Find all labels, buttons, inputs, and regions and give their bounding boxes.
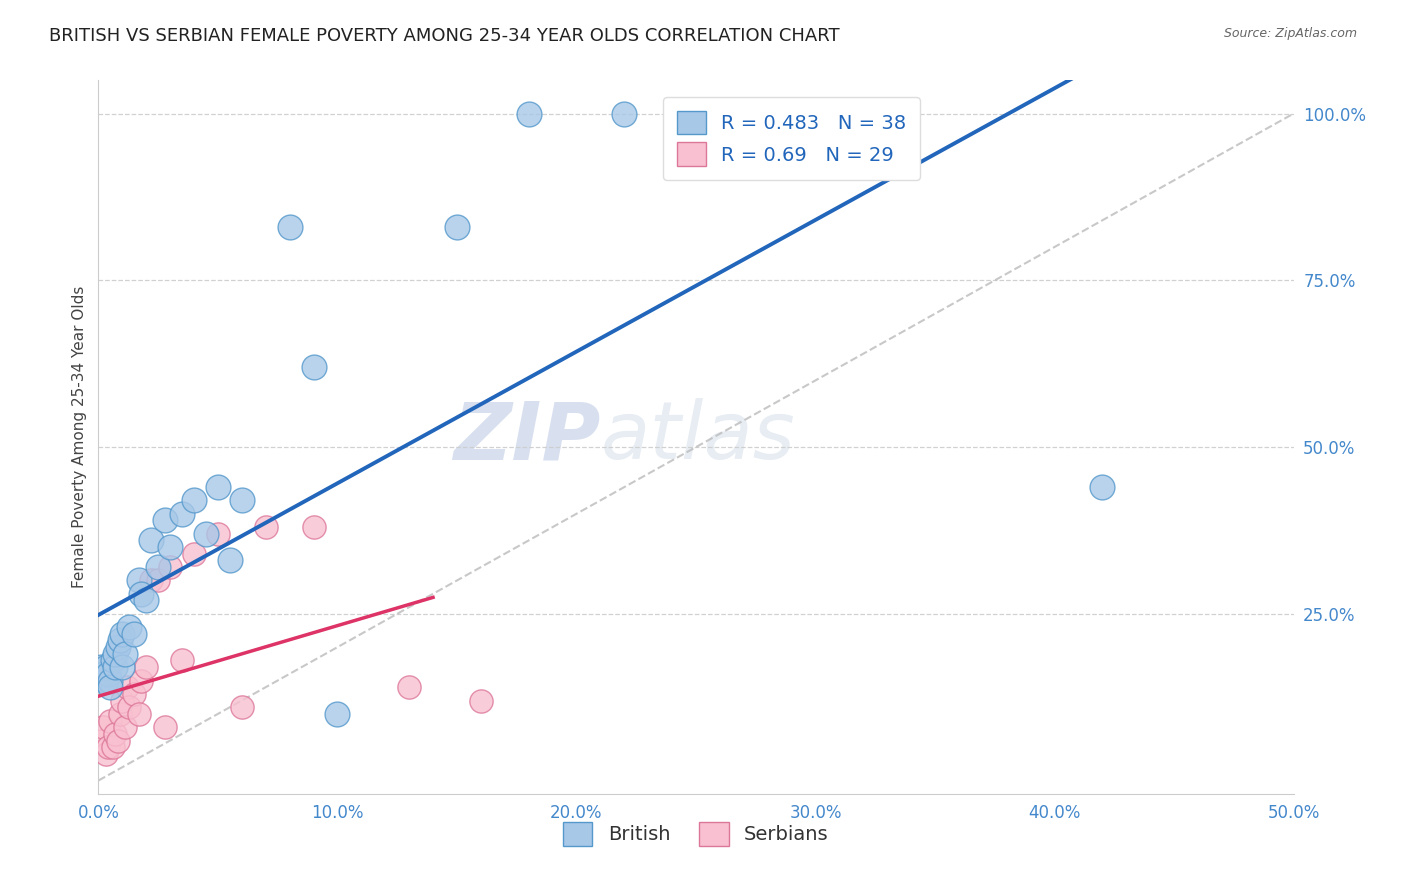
Point	[231, 700, 253, 714]
Point	[94, 747, 117, 761]
Point	[98, 673, 122, 688]
Point	[159, 540, 181, 554]
Point	[148, 560, 170, 574]
Point	[517, 106, 540, 120]
Point	[207, 480, 229, 494]
Point	[97, 666, 120, 681]
Point	[398, 680, 420, 694]
Point	[756, 106, 779, 120]
Point	[101, 740, 124, 755]
Text: ZIP: ZIP	[453, 398, 600, 476]
Point	[131, 673, 153, 688]
Point	[124, 627, 146, 641]
Point	[98, 714, 122, 728]
Point	[159, 560, 181, 574]
Point	[148, 574, 170, 588]
Point	[139, 574, 162, 588]
Point	[446, 219, 468, 234]
Point	[111, 693, 134, 707]
Point	[326, 706, 349, 721]
Point	[107, 640, 129, 655]
Point	[172, 653, 194, 667]
Point	[302, 359, 325, 374]
Point	[172, 507, 194, 521]
Point	[278, 219, 301, 234]
Point	[90, 660, 112, 674]
Point	[135, 660, 157, 674]
Point	[118, 700, 141, 714]
Point	[114, 720, 136, 734]
Point	[231, 493, 253, 508]
Point	[613, 106, 636, 120]
Point	[183, 547, 205, 561]
Point	[128, 706, 150, 721]
Point	[90, 733, 112, 747]
Point	[91, 666, 114, 681]
Point	[104, 660, 127, 674]
Point	[195, 526, 218, 541]
Point	[470, 693, 492, 707]
Point	[124, 687, 146, 701]
Point	[97, 740, 120, 755]
Point	[94, 673, 117, 688]
Point	[104, 727, 127, 741]
Point	[115, 680, 138, 694]
Point	[111, 660, 134, 674]
Point	[207, 526, 229, 541]
Legend: R = 0.483   N = 38, R = 0.69   N = 29: R = 0.483 N = 38, R = 0.69 N = 29	[664, 97, 920, 179]
Point	[91, 720, 114, 734]
Point	[131, 587, 153, 601]
Point	[135, 593, 157, 607]
Point	[254, 520, 277, 534]
Point	[128, 574, 150, 588]
Point	[155, 720, 177, 734]
Text: Source: ZipAtlas.com: Source: ZipAtlas.com	[1223, 27, 1357, 40]
Point	[1091, 480, 1114, 494]
Point	[219, 553, 242, 567]
Text: atlas: atlas	[600, 398, 796, 476]
Point	[101, 653, 124, 667]
Point	[98, 680, 122, 694]
Text: BRITISH VS SERBIAN FEMALE POVERTY AMONG 25-34 YEAR OLDS CORRELATION CHART: BRITISH VS SERBIAN FEMALE POVERTY AMONG …	[49, 27, 839, 45]
Point	[111, 627, 134, 641]
Point	[104, 647, 127, 661]
Point	[114, 647, 136, 661]
Point	[302, 520, 325, 534]
Point	[118, 620, 141, 634]
Point	[108, 633, 131, 648]
Point	[155, 513, 177, 527]
Point	[139, 533, 162, 548]
Y-axis label: Female Poverty Among 25-34 Year Olds: Female Poverty Among 25-34 Year Olds	[72, 286, 87, 588]
Point	[108, 706, 131, 721]
Point	[183, 493, 205, 508]
Point	[107, 733, 129, 747]
Point	[94, 660, 117, 674]
